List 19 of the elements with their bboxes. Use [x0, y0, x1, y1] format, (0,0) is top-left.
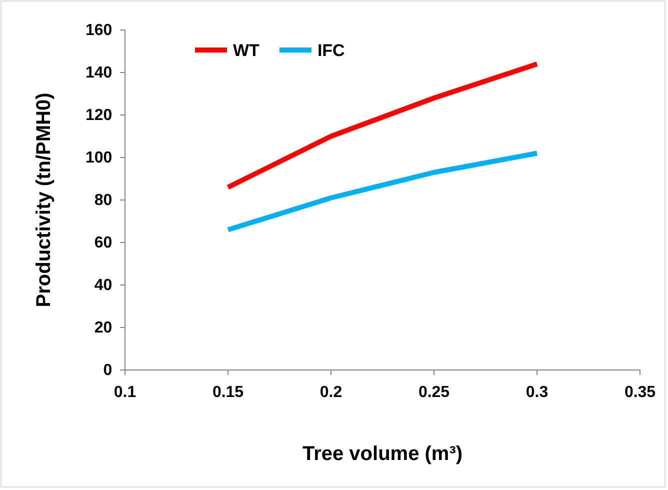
- x-tick-label: 0.35: [624, 384, 656, 402]
- y-tick-label: 60: [94, 234, 112, 252]
- x-tick-label: 0.2: [320, 384, 342, 402]
- y-tick-label: 0: [103, 362, 112, 380]
- x-tick-label: 0.3: [526, 384, 548, 402]
- legend-label: WT: [233, 41, 260, 60]
- x-axis-title: Tree volume (m³): [302, 443, 463, 465]
- y-tick-label: 40: [94, 277, 112, 294]
- y-axis-title: Productivity (tn/PMH0): [33, 92, 55, 308]
- x-tick-label: 0.1: [114, 384, 136, 402]
- y-tick-label: 80: [94, 192, 112, 210]
- x-tick-label: 0.25: [418, 384, 450, 402]
- x-tick-label: 0.15: [212, 384, 244, 402]
- y-tick-label: 120: [85, 107, 112, 124]
- y-tick-label: 160: [85, 22, 112, 40]
- legend-label: IFC: [317, 41, 345, 60]
- y-tick-label: 20: [94, 320, 112, 337]
- y-tick-label: 100: [85, 150, 112, 167]
- y-tick-label: 140: [85, 64, 112, 82]
